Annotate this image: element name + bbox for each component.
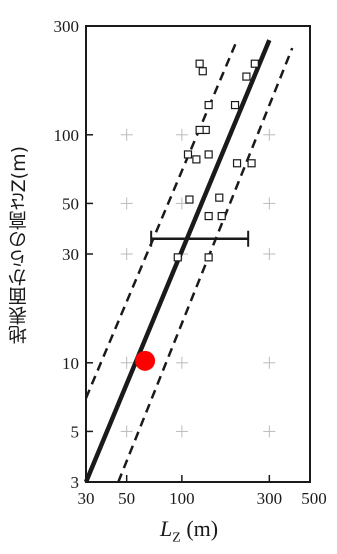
x-tick-label: 300 — [257, 489, 283, 508]
y-tick-labels: 3 5 10 30 50 100 300 — [54, 17, 80, 492]
data-point — [242, 72, 251, 81]
x-tick-label: 100 — [169, 489, 195, 508]
data-point — [195, 59, 204, 68]
upper-bound-line — [84, 39, 239, 399]
error-bar — [150, 230, 250, 247]
y-axis-title: 地表面からの高さZ(m) — [7, 145, 30, 345]
data-point — [185, 195, 194, 204]
data-point — [230, 100, 240, 110]
y-tick-label: 10 — [62, 354, 79, 373]
x-axis-subscript: Z — [172, 530, 181, 546]
highlight-layer — [135, 350, 156, 371]
data-point — [215, 193, 224, 202]
x-tick-label: 500 — [301, 489, 327, 508]
data-point — [195, 125, 204, 135]
x-axis-unit: (m) — [186, 516, 219, 541]
y-tick-label: 300 — [54, 17, 80, 36]
y-axis-title-box: 地表面からの高さZ(m) — [4, 100, 32, 390]
lower-bound-line — [117, 47, 294, 483]
y-tick-label: 30 — [62, 245, 79, 264]
data-point — [198, 67, 207, 76]
data-point — [204, 253, 213, 262]
y-tick-label: 50 — [62, 194, 79, 213]
highlight-point — [135, 350, 156, 371]
y-tick-label: 100 — [54, 126, 80, 145]
data-point — [217, 211, 226, 221]
x-tick-labels: 30 50 100 300 500 — [78, 489, 327, 508]
plot-frame — [85, 25, 311, 483]
y-tick-label: 3 — [71, 473, 80, 492]
y-tick-label: 5 — [71, 422, 80, 441]
grid-crosses — [120, 128, 276, 438]
data-points — [173, 59, 259, 262]
x-tick-label: 50 — [118, 489, 135, 508]
data-point — [204, 150, 213, 159]
x-tick-label: 30 — [78, 489, 95, 508]
data-point — [204, 100, 213, 110]
x-axis-title: LZ (m) — [160, 516, 218, 546]
regression-lines — [83, 39, 294, 483]
data-point — [247, 159, 256, 168]
data-point — [192, 155, 201, 164]
axis-ticks — [85, 25, 311, 483]
data-point — [183, 150, 193, 159]
data-point — [204, 211, 213, 221]
data-point — [250, 59, 259, 68]
data-point — [173, 253, 182, 262]
data-point — [232, 159, 242, 168]
x-axis-symbol: L — [160, 516, 173, 541]
